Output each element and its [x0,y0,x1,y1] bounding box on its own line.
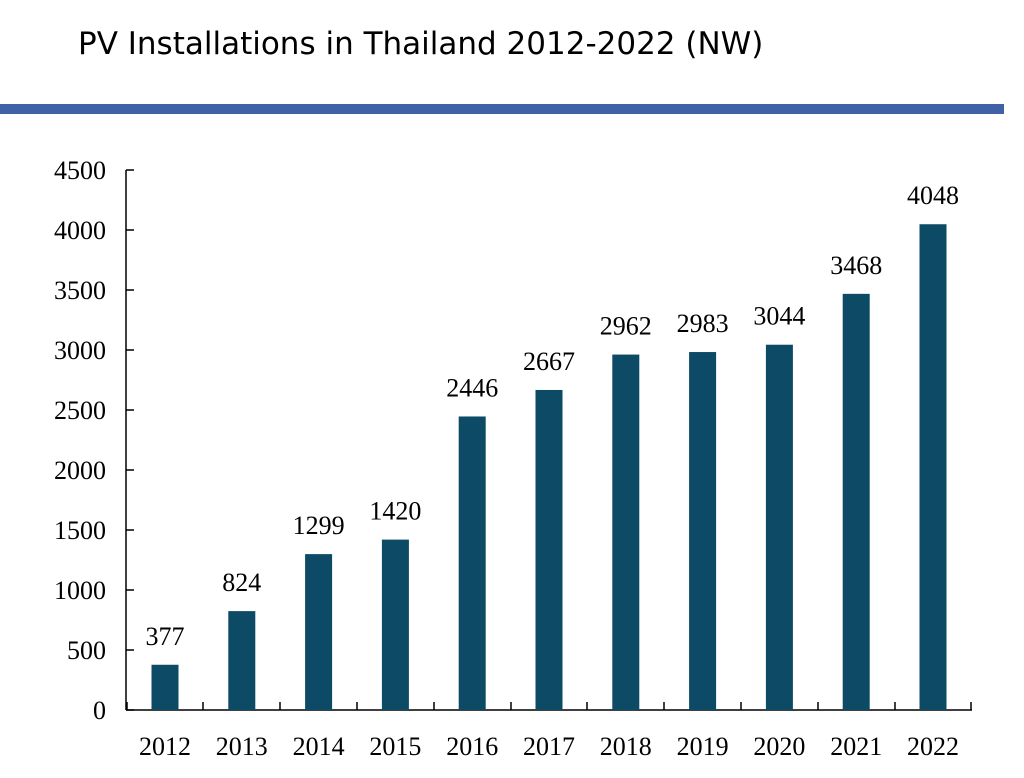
y-tick-label: 1000 [54,576,106,605]
data-label-2013: 824 [222,568,261,597]
bar-2014 [305,554,333,710]
y-tick-label: 3000 [54,336,106,365]
x-tick-label: 2019 [677,732,729,761]
bar-2016 [458,416,486,710]
data-label-2020: 3044 [753,302,805,331]
data-label-2014: 1299 [293,511,345,540]
bar-2020 [765,344,793,710]
x-tick-label: 2012 [139,732,191,761]
x-tick-label: 2017 [523,732,575,761]
data-label-2015: 1420 [369,497,421,526]
x-tick-label: 2022 [907,732,959,761]
bar-2022 [919,224,947,711]
y-tick-label: 0 [93,696,106,725]
data-label-2017: 2667 [523,347,575,376]
x-tick-label: 2018 [600,732,652,761]
bar-series [151,224,947,711]
data-label-2012: 377 [146,622,185,651]
data-label-2018: 2962 [600,312,652,341]
x-tick-label: 2013 [216,732,268,761]
y-tick-label: 500 [67,636,106,665]
title-divider [0,104,1004,114]
x-axis: 2012 2013 2014 2015 2016 2017 2018 2019 2020 2021… [126,702,972,761]
data-label-2021: 3468 [830,251,882,280]
x-tick-label: 2021 [830,732,882,761]
y-tick-label: 4000 [54,216,106,245]
bar-2012 [151,664,179,710]
y-tick-label: 4500 [54,156,106,185]
y-tick-label: 1500 [54,516,106,545]
bar-2021 [842,293,870,710]
bar-2019 [689,352,717,710]
bar-2013 [228,611,256,710]
bar-2015 [381,539,409,710]
bar-2017 [535,389,563,710]
y-tick-label: 2500 [54,396,106,425]
y-tick-label: 2000 [54,456,106,485]
x-tick-label: 2020 [753,732,805,761]
page-title: PV Installations in Thailand 2012-2022 (… [78,26,764,62]
x-tick-label: 2016 [446,732,498,761]
y-tick-label: 3500 [54,276,106,305]
bar-2018 [612,354,640,710]
data-label-2019: 2983 [677,309,729,338]
data-label-2016: 2446 [446,373,498,402]
x-tick-label: 2014 [293,732,345,761]
y-axis: 0 500 1000 1500 2000 2500 3000 3500 4000 4500 [54,156,134,725]
data-labels: 377 824 1299 1420 2446 2667 2962 2983 3044 3468 40… [146,181,960,651]
x-tick-label: 2015 [369,732,421,761]
data-label-2022: 4048 [907,181,959,210]
